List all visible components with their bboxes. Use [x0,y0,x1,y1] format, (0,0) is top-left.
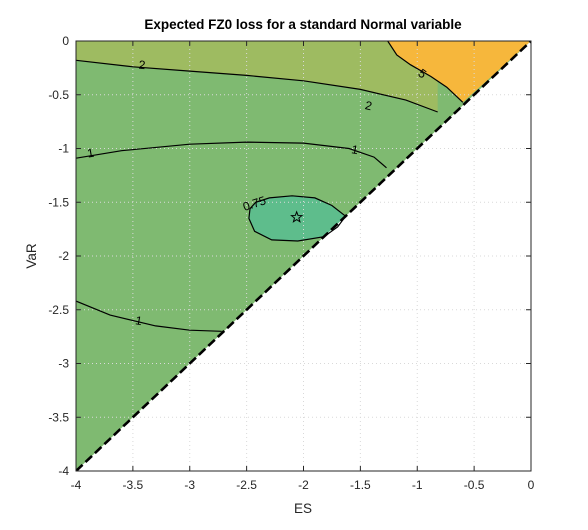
x-tick-label: -4 [71,478,82,492]
x-tick-label: 0 [528,478,535,492]
contour-line [387,41,464,103]
boundary-line [76,41,531,471]
y-tick-label: -2 [58,249,69,263]
region-level-5 [387,41,531,103]
x-tick-label: -2.5 [236,478,257,492]
x-tick-label: -1.5 [350,478,371,492]
y-tick-label: -0.5 [48,88,69,102]
contour-label: 1 [134,313,143,328]
y-tick-label: -4 [58,464,69,478]
contour-label: 0.75 [241,193,268,214]
contour-line [76,141,387,169]
contour-line [76,59,438,113]
y-tick-label: -3 [58,357,69,371]
chart-title: Expected FZ0 loss for a standard Normal … [144,17,462,32]
y-tick-label: -3.5 [48,410,69,424]
x-tick-label: -3 [184,478,195,492]
optimum-star-marker [290,210,304,223]
region-level-2 [76,41,438,112]
y-tick-label: -1.5 [48,195,69,209]
y-tick-label: 0 [62,34,69,48]
y-tick-label: -1 [58,142,69,156]
y-axis-label: VaR [24,243,39,269]
region-level-075 [248,195,346,241]
y-tick-label: -2.5 [48,303,69,317]
axis-ticks: -4 -3.5 -3 -2.5 -2 -1.5 -1 -0.5 0 0 -0.5 -1 -1.5 -2 -2… [48,34,534,492]
plot-area [76,41,531,471]
contour-line [76,300,222,332]
x-tick-label: -3.5 [123,478,144,492]
x-axis-label: ES [294,501,312,516]
contour-label: 2 [364,98,374,113]
x-tick-label: -2 [298,478,309,492]
contour-label: 1 [86,146,95,161]
contour-label: 1 [350,142,359,157]
contour-lines [76,41,531,471]
x-tick-label: -1 [412,478,423,492]
contour-label: 2 [138,58,146,73]
x-tick-label: -0.5 [464,478,485,492]
